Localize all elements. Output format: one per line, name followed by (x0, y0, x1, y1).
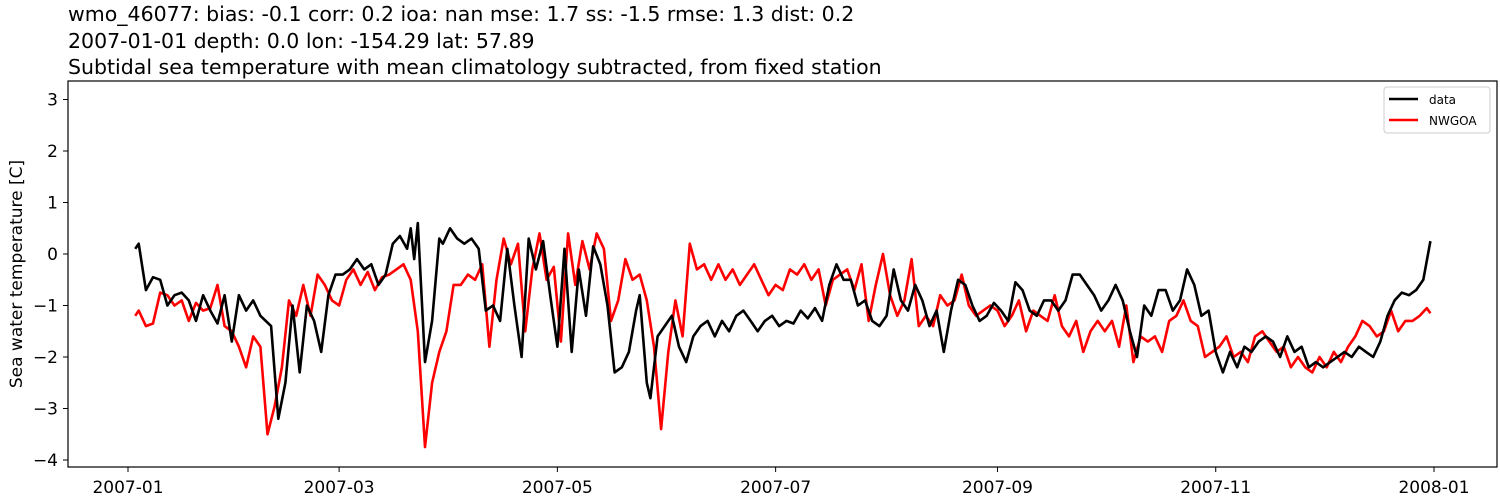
y-tick-label: −3 (33, 400, 58, 420)
x-tick-label: 2007-03 (304, 478, 375, 498)
x-tick-label: 2008-01 (1398, 478, 1469, 498)
y-tick-label: −4 (33, 451, 58, 471)
y-tick-label: 3 (47, 91, 58, 111)
y-tick-label: 0 (47, 245, 58, 265)
y-tick-label: 1 (47, 194, 58, 214)
legend: data NWGOA (1383, 86, 1491, 134)
x-tick-label: 2007-07 (740, 478, 811, 498)
legend-data-label: data (1429, 93, 1456, 107)
y-tick-label: 2 (47, 142, 58, 162)
y-tick-label: −2 (33, 348, 58, 368)
series-data-line (134, 221, 1432, 421)
x-axis: 2007-01 2007-03 2007-05 2007-07 2007-09 2007-… (92, 467, 1470, 498)
x-tick-label: 2007-09 (962, 478, 1033, 498)
plot-frame (67, 80, 1498, 468)
x-tick-label: 2007-05 (522, 478, 593, 498)
y-axis-label: Sea water temperature [C] (7, 160, 27, 388)
x-tick-label: 2007-01 (92, 478, 163, 498)
x-tick-label: 2007-11 (1180, 478, 1251, 498)
chart-title-line-2: 2007-01-01 depth: 0.0 lon: -154.29 lat: … (68, 29, 535, 53)
series-nwgoa-line (134, 232, 1432, 449)
y-axis: 3 2 1 0 −1 −2 −3 −4 (33, 91, 68, 471)
y-tick-label: −1 (33, 297, 58, 317)
legend-nwgoa-label: NWGOA (1429, 114, 1477, 128)
chart-title-line-3: Subtidal sea temperature with mean clima… (68, 55, 882, 79)
chart-title-line-1: wmo_46077: bias: -0.1 corr: 0.2 ioa: nan… (68, 2, 855, 26)
